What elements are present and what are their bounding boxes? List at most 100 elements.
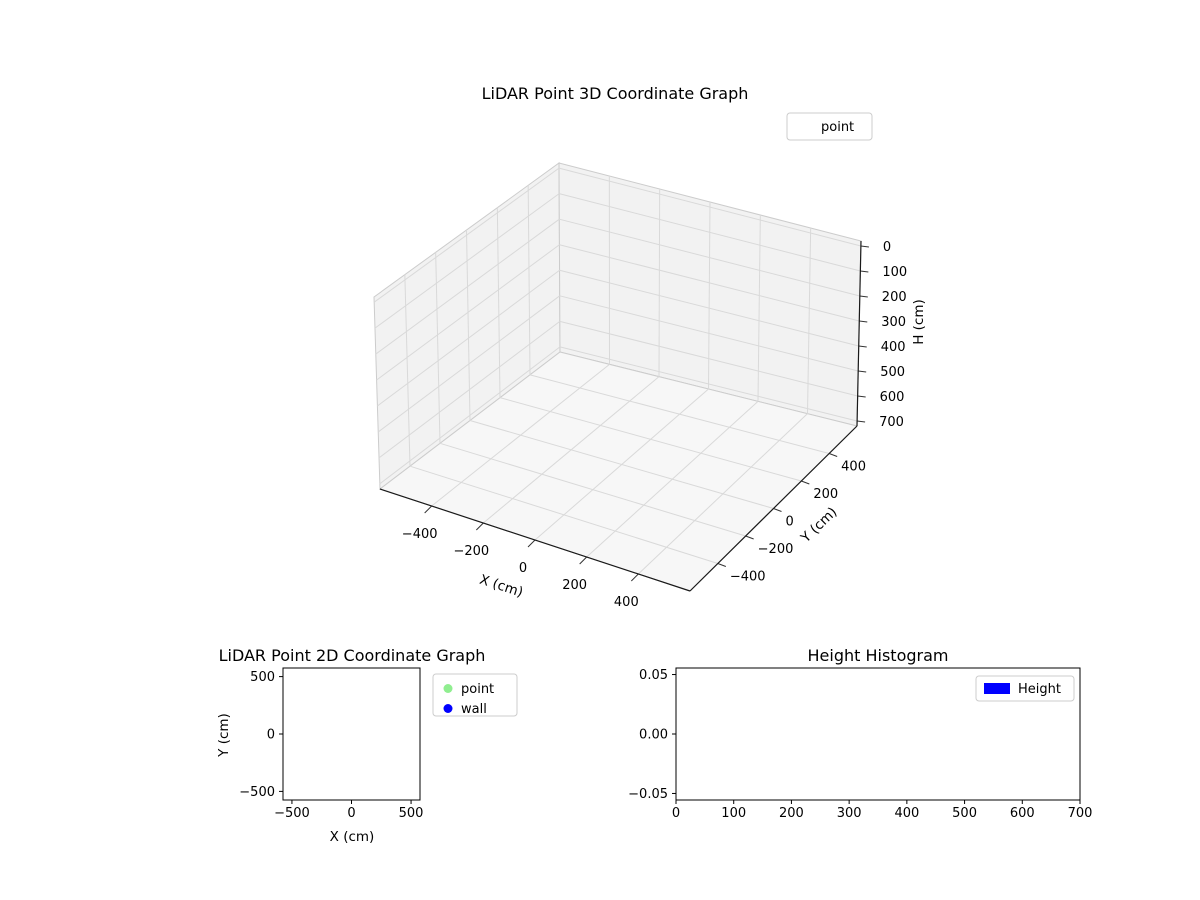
- tick-mark: [424, 505, 433, 514]
- tick-mark: [717, 563, 727, 567]
- grid-line: [559, 218, 860, 297]
- tick-label: 0: [786, 515, 794, 530]
- legend-label-wall: wall: [461, 702, 487, 717]
- axis-spine: [379, 488, 691, 592]
- tick-mark: [527, 539, 536, 548]
- tick-mark: [860, 270, 869, 273]
- legend-marker-wall: [443, 704, 453, 713]
- tick-label: 500: [399, 806, 424, 821]
- grid-line: [559, 269, 859, 347]
- plot2d-axes: −500 0 500 500 0 −500: [239, 667, 424, 821]
- tick-label: 400: [881, 340, 906, 355]
- histogram-title: Height Histogram: [808, 646, 949, 665]
- tick-mark: [828, 453, 838, 457]
- tick-label: 300: [837, 806, 862, 821]
- tick-mark: [579, 556, 588, 565]
- grid-line: [529, 374, 830, 454]
- tick-mark: [858, 370, 867, 373]
- tick-label: 100: [882, 265, 907, 280]
- tick-label: 400: [894, 806, 919, 821]
- grid-line: [708, 201, 711, 390]
- grid-line: [404, 274, 411, 467]
- plot3d-legend: point: [786, 112, 873, 141]
- axis-spine: [856, 240, 862, 427]
- tick-label: 500: [952, 806, 977, 821]
- grid-line: [379, 346, 561, 485]
- grid-line: [559, 193, 861, 272]
- plot3d-axes: −400−2000200400−400−20002004000100200300…: [373, 162, 907, 610]
- tick-label: 0: [267, 728, 275, 743]
- grid-line: [376, 244, 560, 381]
- tick-label: 300: [881, 315, 906, 330]
- tick-label: 600: [1010, 806, 1035, 821]
- tick-label: −400: [402, 527, 438, 542]
- histogram-legend: Height: [975, 675, 1075, 702]
- grid-line: [439, 442, 746, 537]
- plot3d-ylabel: Y (cm): [797, 504, 840, 547]
- tick-label: 500: [250, 670, 275, 685]
- grid-line: [377, 295, 561, 433]
- grid-line: [757, 214, 761, 402]
- tick-label: −0.05: [628, 787, 668, 802]
- tick-mark: [630, 573, 639, 582]
- grid-line: [559, 320, 858, 397]
- tick-label: −200: [758, 542, 794, 557]
- grid-line: [374, 193, 560, 329]
- grid-line: [558, 167, 862, 247]
- grid-line: [375, 218, 560, 355]
- legend-marker-point: [443, 684, 453, 693]
- grid-line: [658, 188, 661, 377]
- plot2d-title: LiDAR Point 2D Coordinate Graph: [219, 646, 486, 665]
- axes-box: [282, 667, 421, 801]
- tick-mark: [860, 245, 869, 248]
- tick-label: −400: [730, 570, 766, 585]
- grid-line: [807, 227, 812, 414]
- tick-mark: [745, 535, 754, 540]
- tick-mark: [857, 420, 866, 423]
- legend-label-point: point: [461, 682, 494, 697]
- tick-label: 400: [614, 595, 639, 610]
- plot3d-zlabel: H (cm): [911, 299, 927, 345]
- tick-mark: [475, 522, 484, 531]
- tick-label: 0.05: [639, 668, 668, 683]
- legend-marker-height: [984, 683, 1010, 694]
- tick-label: 0: [347, 806, 355, 821]
- tick-label: 200: [562, 578, 587, 593]
- plot3d-title: LiDAR Point 3D Coordinate Graph: [482, 84, 749, 103]
- tick-label: 0: [883, 240, 891, 255]
- tick-label: 0: [519, 561, 527, 576]
- legend-label-height: Height: [1018, 682, 1061, 697]
- tick-mark: [773, 508, 782, 512]
- tick-label: 200: [813, 487, 838, 502]
- grid-line: [499, 397, 802, 482]
- grid-line: [527, 185, 531, 375]
- legend-frame: [786, 112, 873, 141]
- tick-label: 200: [882, 290, 907, 305]
- grid-line: [559, 346, 858, 422]
- grid-line: [378, 320, 561, 459]
- tick-label: 600: [880, 390, 905, 405]
- tick-label: 400: [841, 460, 866, 475]
- legend-label-point: point: [821, 120, 854, 135]
- tick-mark: [858, 345, 867, 348]
- grid-line: [373, 167, 560, 303]
- tick-mark: [857, 395, 866, 398]
- tick-label: 500: [880, 365, 905, 380]
- axis-spine: [689, 425, 858, 592]
- legend-frame: [432, 673, 518, 717]
- grid-line: [377, 269, 560, 407]
- tick-label: −500: [274, 806, 310, 821]
- tick-label: −500: [239, 785, 275, 800]
- plot2d-xlabel: X (cm): [330, 829, 375, 845]
- tick-mark: [859, 320, 868, 323]
- tick-mark: [801, 480, 810, 485]
- grid-line: [496, 207, 501, 398]
- plot2d-ylabel: Y (cm): [216, 713, 232, 758]
- tick-label: 0.00: [639, 728, 668, 743]
- grid-line: [435, 252, 441, 444]
- tick-label: −200: [453, 544, 489, 559]
- grid-line: [559, 295, 859, 372]
- grid-line: [559, 244, 860, 322]
